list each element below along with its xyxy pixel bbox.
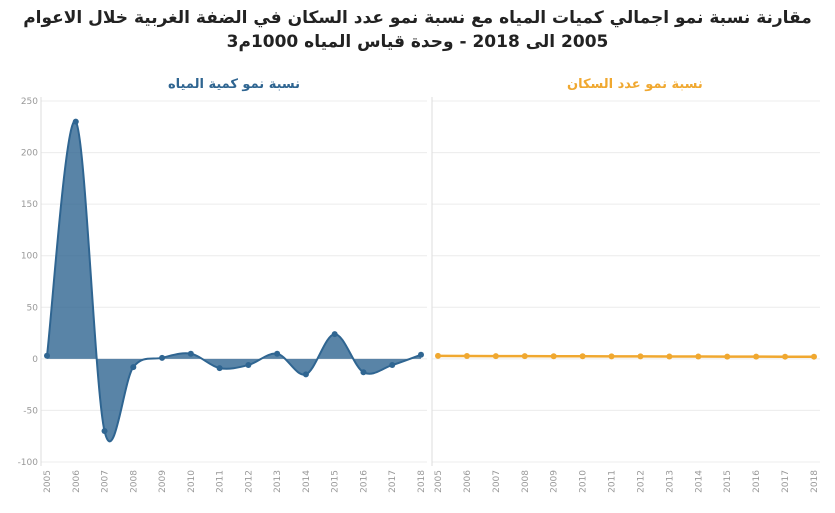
x-tick-label: 2008 <box>129 470 139 493</box>
point <box>463 352 470 359</box>
y-tick-label: 50 <box>27 303 39 313</box>
series-header: نسبة نمو عدد السكان <box>567 77 703 92</box>
x-tick-label: 2013 <box>273 470 283 493</box>
y-tick-label: 100 <box>21 252 38 262</box>
x-tick-label: 2018 <box>417 470 427 493</box>
x-tick-label: 2014 <box>694 470 704 493</box>
line <box>46 120 422 443</box>
series-header: نسبة نمو كمية المياه <box>168 77 300 92</box>
y-tick-label: 0 <box>32 355 38 365</box>
point <box>72 118 79 125</box>
point <box>435 352 441 359</box>
x-tick-label: 2013 <box>665 470 675 493</box>
x-tick-label: 2014 <box>302 470 312 493</box>
x-tick-label: 2005 <box>43 470 53 493</box>
y-tick-label: 250 <box>21 97 38 107</box>
point <box>331 331 338 338</box>
x-tick-label: 2011 <box>608 470 618 493</box>
x-tick-label: 2006 <box>72 470 82 493</box>
x-tick-label: 2018 <box>810 470 820 493</box>
x-tick-label: 2009 <box>158 470 168 493</box>
point <box>130 364 137 371</box>
x-tick-label: 2017 <box>781 470 791 493</box>
x-tick-label: 2007 <box>492 470 502 493</box>
point <box>101 428 108 435</box>
x-tick-label: 2011 <box>216 470 226 493</box>
x-tick-label: 2015 <box>331 470 341 493</box>
y-tick-label: 200 <box>21 149 38 159</box>
x-tick-label: 2006 <box>463 470 473 493</box>
y-tick-label: -100 <box>18 458 39 468</box>
point <box>753 353 760 360</box>
line <box>437 354 814 358</box>
point <box>782 353 789 360</box>
point <box>724 353 731 360</box>
x-tick-label: 2010 <box>187 470 197 493</box>
chart-title: مقارنة نسبة نمو اجمالي كميات المياه مع ن… <box>23 8 812 52</box>
x-tick-label: 2012 <box>636 470 646 493</box>
point <box>666 353 673 360</box>
x-tick-label: 2008 <box>521 470 531 493</box>
point <box>521 353 528 360</box>
point <box>637 353 644 360</box>
x-tick-label: 2015 <box>723 470 733 493</box>
y-tick-label: 150 <box>21 200 38 210</box>
point <box>418 351 424 358</box>
point <box>159 354 166 361</box>
x-tick-label: 2010 <box>579 470 589 493</box>
point <box>389 362 396 369</box>
y-tick-label: -50 <box>23 406 38 416</box>
area <box>47 121 421 442</box>
x-tick-label: 2012 <box>244 470 254 493</box>
x-tick-label: 2016 <box>359 470 369 493</box>
point <box>302 371 309 378</box>
point <box>492 353 499 360</box>
point <box>550 353 557 360</box>
point <box>216 365 223 372</box>
point <box>811 353 817 360</box>
x-tick-label: 2005 <box>434 470 444 493</box>
point <box>245 362 252 369</box>
x-tick-label: 2016 <box>752 470 762 493</box>
x-tick-label: 2017 <box>388 470 398 493</box>
point <box>360 369 367 376</box>
x-tick-label: 2009 <box>550 470 560 493</box>
point <box>579 353 586 360</box>
x-tick-label: 2007 <box>101 470 111 493</box>
point <box>695 353 702 360</box>
point <box>274 350 281 357</box>
point <box>187 350 194 357</box>
point <box>44 352 50 359</box>
point <box>608 353 615 360</box>
